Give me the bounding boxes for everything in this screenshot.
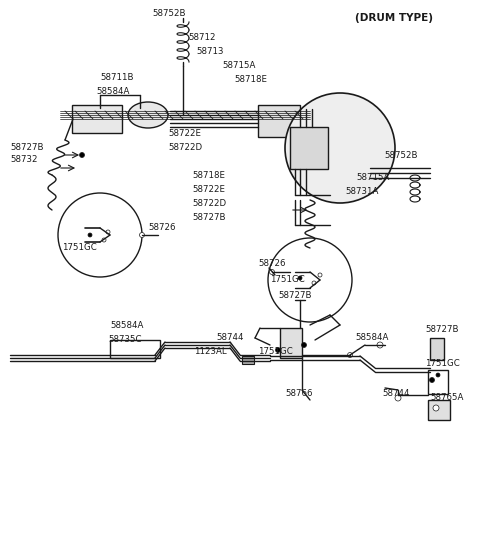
Circle shape bbox=[377, 342, 383, 348]
Circle shape bbox=[298, 276, 302, 280]
Text: 58726: 58726 bbox=[258, 259, 286, 269]
Text: 58722E: 58722E bbox=[168, 129, 201, 139]
Text: 58726: 58726 bbox=[148, 223, 176, 233]
Text: 58727B: 58727B bbox=[425, 325, 458, 335]
Text: 58744: 58744 bbox=[216, 334, 243, 342]
Bar bbox=[72, 105, 122, 133]
Text: 1751GC: 1751GC bbox=[270, 276, 305, 284]
Text: 1123AL: 1123AL bbox=[194, 347, 227, 357]
Circle shape bbox=[301, 342, 307, 347]
Text: 58722E: 58722E bbox=[192, 186, 225, 194]
Text: 58727B: 58727B bbox=[278, 290, 312, 300]
Text: 58718E: 58718E bbox=[192, 171, 225, 181]
Text: (DRUM TYPE): (DRUM TYPE) bbox=[355, 13, 433, 23]
Bar bbox=[430, 338, 444, 360]
Text: 58727B: 58727B bbox=[10, 143, 44, 151]
Text: 58765A: 58765A bbox=[430, 394, 463, 402]
Circle shape bbox=[312, 281, 316, 285]
Text: 58715A: 58715A bbox=[222, 62, 255, 70]
Text: 58584A: 58584A bbox=[110, 321, 144, 329]
Text: 1751GC: 1751GC bbox=[258, 347, 293, 357]
Text: 58718E: 58718E bbox=[234, 75, 267, 85]
Text: 58722D: 58722D bbox=[192, 199, 226, 209]
Circle shape bbox=[88, 233, 92, 237]
Circle shape bbox=[433, 405, 439, 411]
Circle shape bbox=[436, 373, 440, 377]
Bar bbox=[280, 328, 302, 358]
Circle shape bbox=[318, 273, 322, 277]
Bar bbox=[242, 356, 254, 364]
Text: 58713: 58713 bbox=[196, 48, 224, 56]
Text: 58712: 58712 bbox=[188, 33, 216, 43]
Text: 58766: 58766 bbox=[285, 389, 312, 399]
Circle shape bbox=[276, 347, 280, 353]
Text: 58731A: 58731A bbox=[345, 187, 378, 197]
Text: 58744: 58744 bbox=[382, 389, 409, 397]
Bar bbox=[428, 370, 448, 394]
Text: 58711B: 58711B bbox=[100, 74, 133, 82]
Text: 58727B: 58727B bbox=[192, 213, 226, 223]
Circle shape bbox=[245, 357, 251, 363]
Bar bbox=[258, 105, 300, 137]
Circle shape bbox=[348, 353, 352, 358]
Circle shape bbox=[106, 230, 110, 234]
Circle shape bbox=[395, 395, 401, 401]
Circle shape bbox=[102, 238, 106, 242]
Bar bbox=[428, 400, 450, 420]
Bar bbox=[110, 340, 160, 358]
Text: 1751GC: 1751GC bbox=[62, 244, 97, 252]
Circle shape bbox=[430, 377, 434, 383]
Text: 58732: 58732 bbox=[10, 156, 37, 164]
Text: 58735C: 58735C bbox=[108, 335, 142, 345]
Text: 58752B: 58752B bbox=[384, 151, 418, 159]
Text: 58584A: 58584A bbox=[96, 87, 130, 97]
Text: 1751GC: 1751GC bbox=[425, 359, 460, 367]
Ellipse shape bbox=[128, 102, 168, 128]
Circle shape bbox=[269, 270, 275, 275]
Text: 58715A: 58715A bbox=[356, 174, 389, 182]
Text: 58722D: 58722D bbox=[168, 144, 202, 152]
Circle shape bbox=[80, 152, 84, 157]
Bar bbox=[290, 127, 328, 169]
Text: 58584A: 58584A bbox=[355, 334, 388, 342]
Text: 58752B: 58752B bbox=[152, 9, 185, 19]
Circle shape bbox=[285, 93, 395, 203]
Circle shape bbox=[140, 233, 144, 238]
